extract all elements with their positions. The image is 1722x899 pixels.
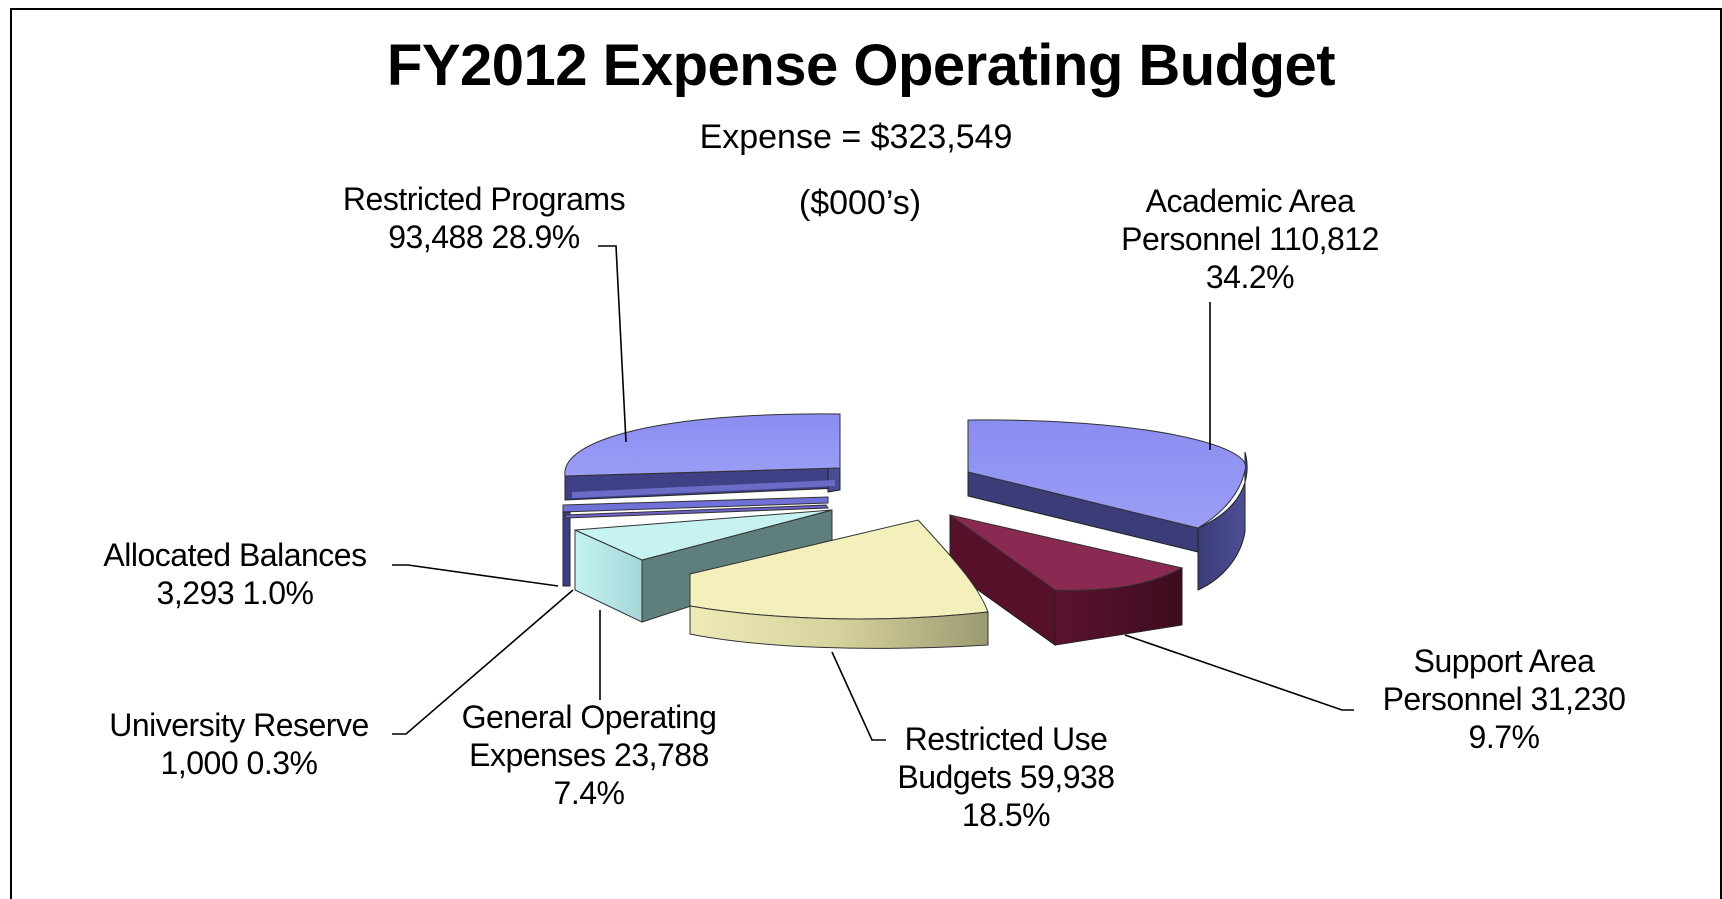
label-academic-line2: Personnel 110,812: [1121, 221, 1379, 257]
label-restricted-use: Restricted Use Budgets 59,938 18.5%: [848, 720, 1164, 834]
label-restricted-programs-line1: Restricted Programs: [342, 181, 626, 217]
slice-restricted-programs-top: [564, 413, 841, 477]
leader-reserve: [392, 589, 574, 735]
slice-general-operating-top: [574, 509, 833, 561]
label-general-line1: General Operating: [461, 699, 717, 735]
label-allocated-line1: Allocated Balances: [103, 537, 367, 573]
slice-restricted-use: [689, 519, 989, 649]
slice-university-reserve-top: [564, 504, 829, 519]
slice-allocated-balances: [562, 496, 829, 587]
slice-support-personnel: [949, 514, 1184, 646]
label-allocated-balances: Allocated Balances 3,293 1.0%: [76, 536, 394, 612]
leader-lines: [392, 245, 1354, 741]
slice-support-personnel-top: [949, 514, 1184, 591]
label-allocated-line2: 3,293 1.0%: [156, 575, 314, 611]
label-support-line1: Support Area: [1413, 643, 1595, 679]
label-support-personnel: Support Area Personnel 31,230 9.7%: [1334, 642, 1674, 756]
label-general-operating: General Operating Expenses 23,788 7.4%: [424, 698, 754, 812]
label-academic-line3: 34.2%: [1205, 259, 1295, 295]
chart-title: FY2012 Expense Operating Budget: [386, 33, 1336, 98]
leader-restricted-programs: [598, 245, 627, 443]
label-general-line3: 7.4%: [553, 775, 625, 811]
slice-university-reserve: [564, 504, 829, 519]
chart-units: ($000’s): [798, 184, 922, 222]
label-restricted-programs-line2: 93,488 28.9%: [388, 219, 580, 255]
label-reserve-line2: 1,000 0.3%: [160, 745, 318, 781]
slice-restricted-use-side: [689, 605, 989, 649]
leader-allocated: [392, 564, 559, 587]
slice-allocated-balances-top: [562, 496, 829, 513]
slice-allocated-balances-side: [562, 511, 571, 587]
label-university-reserve: University Reserve 1,000 0.3%: [80, 706, 398, 782]
slice-academic-personnel-outer: [1197, 451, 1248, 591]
slice-restricted-programs-stripe: [572, 480, 835, 498]
leader-support: [1124, 634, 1354, 711]
chart-frame: [10, 8, 1722, 899]
label-reserve-line1: University Reserve: [109, 707, 369, 743]
label-restricted-use-line3: 18.5%: [961, 797, 1051, 833]
label-support-line3: 9.7%: [1468, 719, 1540, 755]
label-academic-personnel: Academic Area Personnel 110,812 34.2%: [1080, 182, 1420, 296]
leader-restricted-use: [831, 651, 886, 741]
label-restricted-programs: Restricted Programs 93,488 28.9%: [318, 180, 650, 256]
label-restricted-use-line1: Restricted Use: [904, 721, 1108, 757]
label-support-line2: Personnel 31,230: [1382, 681, 1626, 717]
label-academic-line1: Academic Area: [1145, 183, 1355, 219]
slice-restricted-programs: [564, 413, 841, 501]
label-general-line2: Expenses 23,788: [469, 737, 709, 773]
slice-academic-personnel-top: [967, 419, 1247, 529]
label-restricted-use-line2: Budgets 59,938: [897, 759, 1115, 795]
slice-academic-personnel: [967, 419, 1248, 591]
chart-subtitle: Expense = $323,549: [699, 118, 1013, 156]
